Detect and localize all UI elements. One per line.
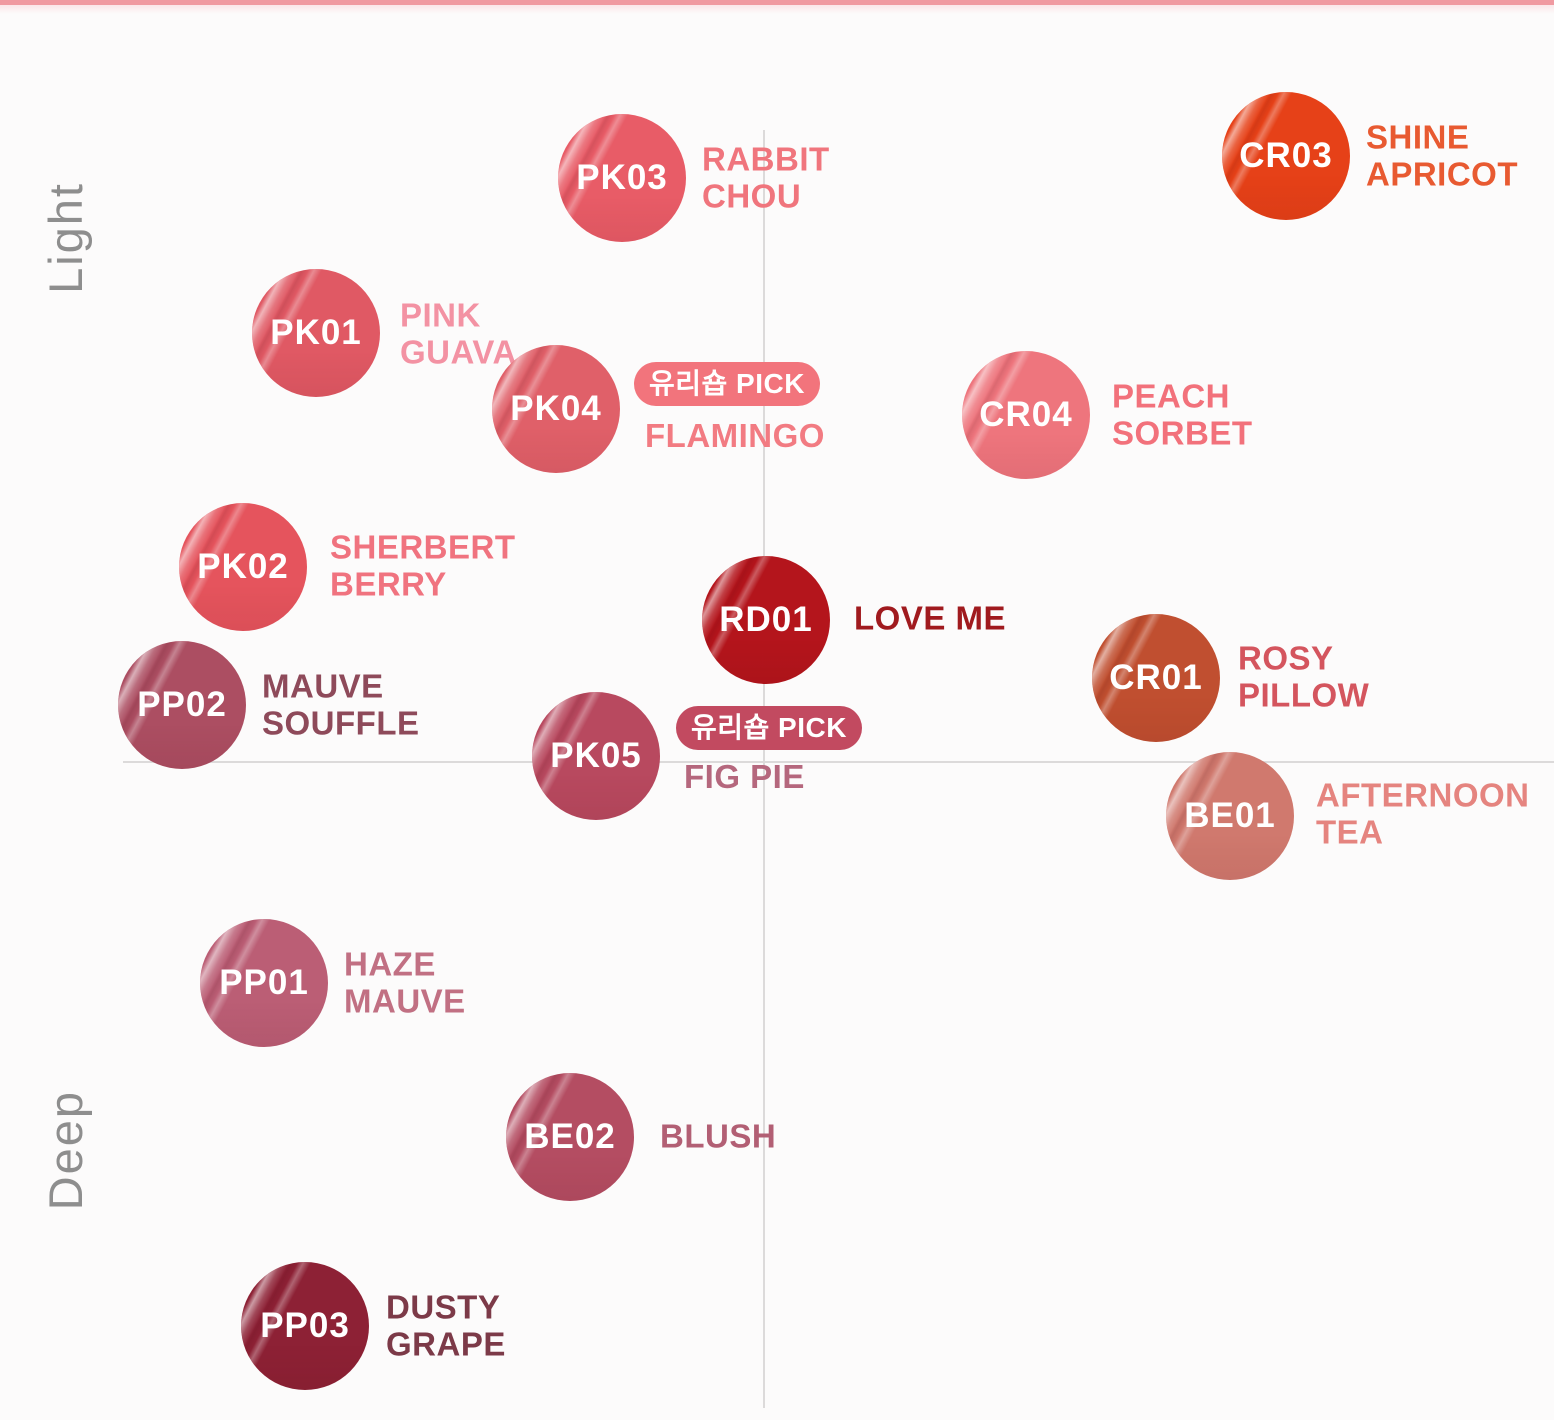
- shade-circle-pk04: PK04: [492, 345, 620, 473]
- shade-circle-be02: BE02: [506, 1073, 634, 1201]
- gloss-highlight: [962, 351, 1090, 479]
- shade-code: PK03: [576, 158, 668, 197]
- shade-name: PINK GUAVA: [400, 296, 517, 371]
- shade-code: CR04: [979, 395, 1073, 434]
- top-accent-bar-fade: [0, 5, 1554, 14]
- shade-circle-cr04: CR04: [962, 351, 1090, 479]
- shade-code: PK04: [510, 389, 602, 428]
- shade-code: BE01: [1184, 796, 1276, 835]
- shade-name: ROSY PILLOW: [1238, 639, 1370, 714]
- shade-circle-pk05: PK05: [532, 692, 660, 820]
- pick-badge: 유리숍 PICK: [676, 706, 862, 750]
- gloss-highlight: [532, 692, 660, 820]
- vertical-axis-line: [763, 130, 765, 1408]
- shade-circle-pp02: PP02: [118, 641, 246, 769]
- gloss-highlight: [252, 269, 380, 397]
- shade-name: AFTERNOON TEA: [1316, 776, 1530, 851]
- gloss-highlight: [179, 503, 307, 631]
- shade-name: FIG PIE: [684, 758, 805, 795]
- shade-code: PP02: [137, 685, 227, 724]
- shade-circle-rd01: RD01: [702, 556, 830, 684]
- shade-code: RD01: [719, 600, 813, 639]
- shade-code: PK05: [550, 736, 642, 775]
- shade-code: PK01: [270, 313, 362, 352]
- shade-code: BE02: [524, 1117, 616, 1156]
- shade-code: CR03: [1239, 136, 1333, 175]
- top-accent-bar: [0, 0, 1554, 5]
- gloss-highlight: [241, 1262, 369, 1390]
- axis-label-deep: Deep: [39, 1090, 92, 1211]
- gloss-highlight: [492, 345, 620, 473]
- shade-name: LOVE ME: [854, 599, 1007, 637]
- shade-circle-pk01: PK01: [252, 269, 380, 397]
- axis-label-light: Light: [39, 182, 92, 294]
- gloss-highlight: [1092, 614, 1220, 742]
- pick-badge: 유리숍 PICK: [634, 362, 820, 406]
- shade-circle-be01: BE01: [1166, 752, 1294, 880]
- shade-code: PP01: [219, 963, 309, 1002]
- shade-code: PK02: [197, 547, 289, 586]
- shade-circle-cr03: CR03: [1222, 92, 1350, 220]
- gloss-highlight: [1166, 752, 1294, 880]
- shade-name: DUSTY GRAPE: [386, 1288, 506, 1363]
- gloss-highlight: [200, 919, 328, 1047]
- horizontal-axis-line: [123, 761, 1554, 763]
- shade-circle-pk03: PK03: [558, 114, 686, 242]
- gloss-highlight: [118, 641, 246, 769]
- shade-name: HAZE MAUVE: [344, 945, 466, 1020]
- shade-circle-pp01: PP01: [200, 919, 328, 1047]
- gloss-highlight: [702, 556, 830, 684]
- shade-circle-cr01: CR01: [1092, 614, 1220, 742]
- shade-circle-pp03: PP03: [241, 1262, 369, 1390]
- shade-name: RABBIT CHOU: [702, 140, 830, 215]
- shade-name: SHINE APRICOT: [1366, 118, 1518, 193]
- shade-circle-pk02: PK02: [179, 503, 307, 631]
- gloss-highlight: [558, 114, 686, 242]
- shade-name: MAUVE SOUFFLE: [262, 667, 420, 742]
- shade-name: BLUSH: [660, 1117, 777, 1155]
- gloss-highlight: [1222, 92, 1350, 220]
- shade-code: CR01: [1109, 658, 1203, 697]
- shade-name: FLAMINGO: [645, 417, 825, 454]
- shade-code: PP03: [260, 1306, 350, 1345]
- gloss-highlight: [506, 1073, 634, 1201]
- shade-name: SHERBERT BERRY: [330, 528, 516, 603]
- shade-name: PEACH SORBET: [1112, 377, 1253, 452]
